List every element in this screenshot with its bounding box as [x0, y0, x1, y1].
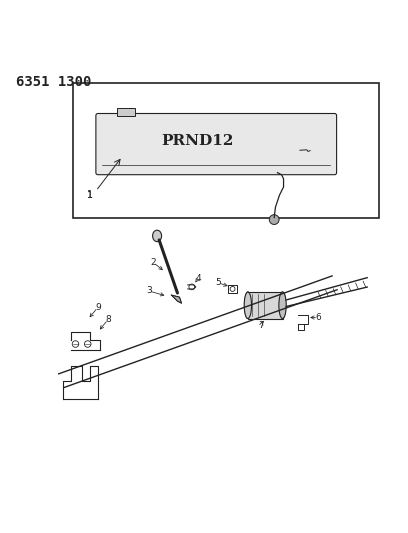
- Bar: [248, 292, 282, 319]
- Text: 9: 9: [95, 303, 101, 312]
- Ellipse shape: [244, 292, 251, 319]
- Ellipse shape: [279, 292, 286, 319]
- Circle shape: [230, 287, 235, 292]
- Circle shape: [72, 341, 79, 348]
- FancyBboxPatch shape: [96, 114, 337, 175]
- Text: PRND12: PRND12: [161, 134, 233, 148]
- Bar: [73, 83, 379, 217]
- Polygon shape: [171, 295, 182, 303]
- Text: 1: 1: [87, 191, 93, 199]
- Ellipse shape: [153, 230, 162, 241]
- Text: 7: 7: [258, 321, 264, 330]
- Ellipse shape: [245, 292, 251, 319]
- Text: 6351 1300: 6351 1300: [16, 75, 92, 88]
- Text: 6: 6: [315, 313, 321, 322]
- Text: 1: 1: [86, 190, 93, 200]
- Text: 5: 5: [215, 278, 221, 287]
- Circle shape: [269, 215, 279, 224]
- Text: 2: 2: [150, 258, 156, 267]
- Text: 3: 3: [146, 286, 152, 295]
- Circle shape: [189, 284, 195, 290]
- Text: 4: 4: [195, 274, 201, 283]
- Text: 8: 8: [105, 315, 111, 324]
- Bar: [117, 108, 135, 116]
- Ellipse shape: [279, 292, 286, 319]
- Circle shape: [84, 341, 91, 348]
